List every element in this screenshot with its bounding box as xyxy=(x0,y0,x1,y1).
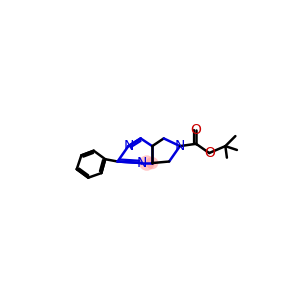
Text: O: O xyxy=(204,146,214,160)
Text: O: O xyxy=(191,123,202,137)
Ellipse shape xyxy=(139,155,154,171)
Text: N: N xyxy=(136,156,147,170)
Text: N: N xyxy=(175,139,185,153)
Ellipse shape xyxy=(146,157,158,169)
Text: N: N xyxy=(123,139,134,153)
